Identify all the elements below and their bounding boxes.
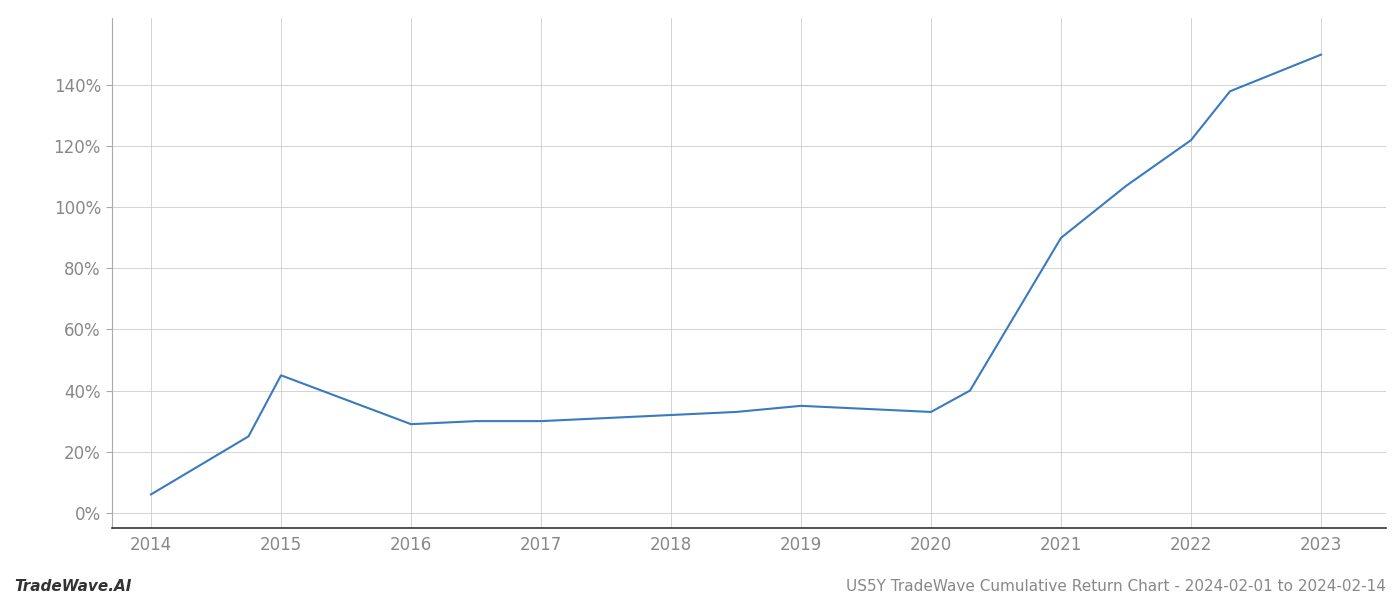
Text: TradeWave.AI: TradeWave.AI <box>14 579 132 594</box>
Text: US5Y TradeWave Cumulative Return Chart - 2024-02-01 to 2024-02-14: US5Y TradeWave Cumulative Return Chart -… <box>846 579 1386 594</box>
